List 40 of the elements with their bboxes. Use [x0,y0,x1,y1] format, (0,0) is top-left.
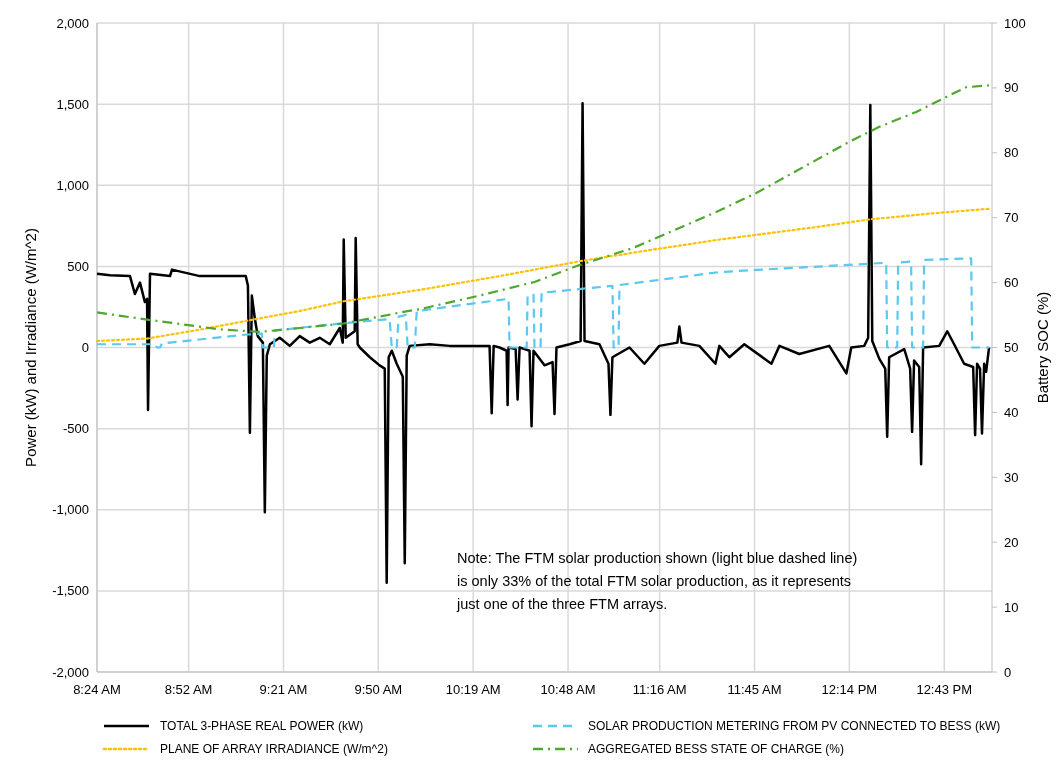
legend-label: PLANE OF ARRAY IRRADIANCE (W/m^2) [160,742,388,757]
legend-label: TOTAL 3-PHASE REAL POWER (kW) [160,719,364,734]
y2-tick-label: 60 [1004,275,1019,291]
x-tick-label: 11:45 AM [727,682,782,697]
x-tick-label: 9:21 AM [259,682,308,697]
y-tick-label: 500 [67,258,89,274]
x-tick-label: 8:24 AM [73,682,121,697]
legend-label: AGGREGATED BESS STATE OF CHARGE (%) [588,742,845,757]
y-tick-label: -500 [62,421,89,437]
y2-tick-label: 50 [1004,340,1019,356]
x-tick-label: 12:14 PM [821,682,878,697]
x-tick-label: 8:52 AM [164,682,213,697]
line-series [95,84,991,334]
y2-tick-label: 20 [1004,534,1019,550]
x-tick-label: 11:16 AM [632,682,687,697]
line-series [95,257,991,349]
y2-tick-label: 90 [1004,80,1019,96]
y-tick-label: -2,000 [52,664,89,680]
y-tick-label: -1,500 [52,583,89,599]
y-tick-label: 1,000 [56,177,89,193]
line-series [95,207,991,343]
x-tick-label: 12:43 PM [916,682,973,697]
y2-tick-label: 40 [1004,404,1019,420]
y2-tick-label: 80 [1004,145,1019,161]
y-axis-title: Power (kW) and Irradiance (W/m^2) [22,228,39,467]
y2-axis-title: Battery SOC (%) [1034,291,1051,404]
x-tick-label: 10:48 AM [540,682,596,697]
y-tick-label: 0 [81,340,89,356]
y2-tick-label: 30 [1004,469,1019,485]
y-tick-label: 1,500 [56,96,89,112]
y2-tick-label: 0 [1004,664,1012,680]
legend-label: SOLAR PRODUCTION METERING FROM PV CONNECTED TO BESS (kW) [588,719,1001,734]
annotation: Note: The FTM solar production shown (light blue dashed line) is only 33% of the total FTM solar production, as it represents just one of the three FTM arrays. [456,550,858,612]
y-tick-label: 2,000 [56,15,89,31]
x-tick-label: 10:19 AM [445,682,501,697]
y2-tick-label: 10 [1004,599,1019,615]
x-tick-label: 9:50 AM [354,682,403,697]
y-tick-label: -1,000 [52,502,89,518]
y2-tick-label: 70 [1004,210,1019,226]
y2-tick-label: 100 [1004,15,1026,31]
